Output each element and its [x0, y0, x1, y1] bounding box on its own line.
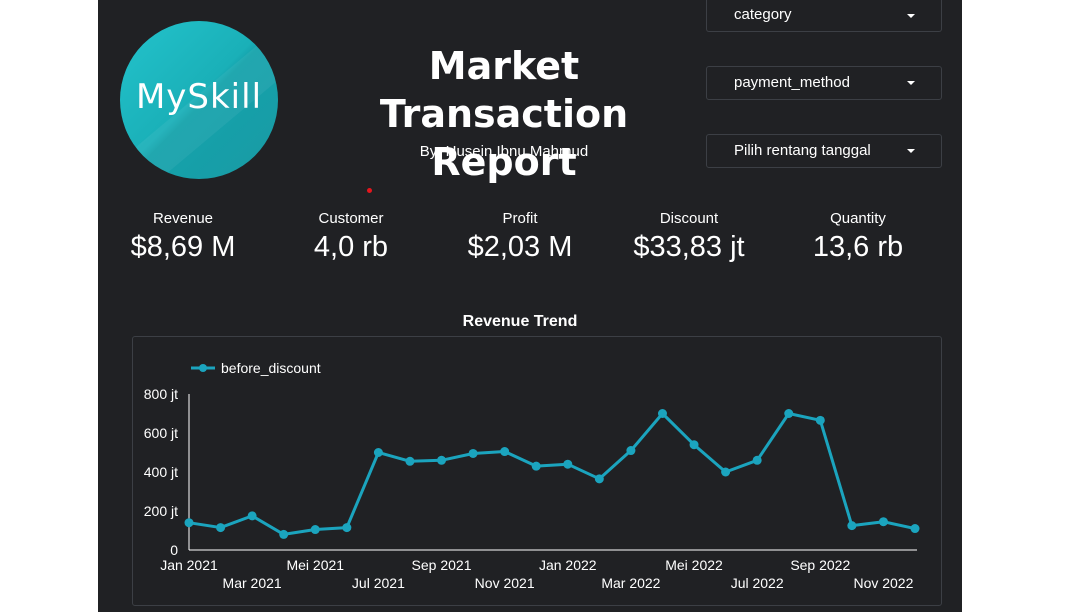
title-line-2: Report	[431, 140, 577, 184]
kpi-value: $33,83 jt	[633, 231, 745, 263]
data-point	[847, 521, 857, 531]
x-tick-label: Sep 2022	[790, 557, 850, 573]
dropdown-caret-icon	[907, 81, 915, 85]
y-tick-label: 400 jt	[144, 464, 178, 480]
kpi-label: Customer	[318, 210, 384, 227]
kpi-value: $2,03 M	[467, 231, 573, 263]
dropdown-caret-icon	[907, 14, 915, 18]
x-tick-label: Nov 2022	[853, 575, 913, 591]
kpi-label: Quantity	[830, 210, 886, 227]
kpi-label: Revenue	[152, 210, 214, 227]
data-point	[216, 523, 226, 533]
chart-title: Revenue Trend	[462, 313, 578, 330]
author-subtitle: By: Husein Ibnu Mahmud	[419, 143, 589, 160]
kpi-discount: Discount $33,83 jt	[604, 208, 774, 264]
x-tick-label: Mei 2022	[665, 557, 723, 573]
kpi-label: Discount	[659, 210, 719, 227]
legend-marker	[199, 364, 207, 372]
x-tick-label: Jul 2021	[352, 575, 405, 591]
data-point	[500, 447, 510, 457]
data-point	[784, 409, 794, 418]
report-canvas: MySkill Market Transaction Report By: Hu…	[98, 0, 962, 612]
data-point	[689, 440, 699, 450]
x-tick-label: Mar 2021	[223, 575, 282, 591]
kpi-customer: Customer 4,0 rb	[266, 208, 436, 264]
kpi-quantity: Quantity 13,6 rb	[773, 208, 943, 264]
x-tick-label: Jan 2021	[160, 557, 218, 573]
category-filter[interactable]: category	[706, 0, 942, 32]
data-point	[815, 415, 825, 425]
y-tick-label: 600 jt	[144, 425, 178, 441]
kpi-value: $8,69 M	[130, 231, 236, 263]
data-point	[373, 448, 383, 457]
data-point	[247, 511, 257, 521]
myskill-logo: MySkill	[120, 21, 278, 179]
data-point	[594, 474, 604, 484]
page-title: Market Transaction Report	[304, 42, 704, 186]
category-filter-label: category	[734, 6, 792, 23]
data-point	[563, 459, 573, 469]
data-point	[184, 518, 194, 528]
kpi-value: 13,6 rb	[812, 231, 904, 263]
y-tick-label: 0	[170, 542, 178, 558]
series-line	[188, 412, 916, 536]
data-point	[437, 455, 447, 465]
red-dot-marker	[367, 188, 372, 193]
revenue-trend-chart: before_discount 0 200 jt 400 jt 600 jt 800 jt…	[132, 336, 942, 606]
data-point	[342, 523, 352, 533]
kpi-label: Profit	[502, 210, 538, 227]
x-tick-label: Nov 2021	[475, 575, 535, 591]
data-point	[910, 524, 920, 534]
data-point	[878, 517, 888, 527]
x-tick-label: Sep 2021	[412, 557, 472, 573]
data-point	[657, 409, 667, 418]
x-tick-label: Mar 2022	[601, 575, 660, 591]
x-tick-label: Mei 2021	[286, 557, 344, 573]
legend-label: before_discount	[221, 360, 321, 376]
title-line-1: Market Transaction	[379, 44, 629, 136]
kpi-profit: Profit $2,03 M	[435, 208, 605, 264]
x-tick-label: Jan 2022	[539, 557, 597, 573]
dropdown-caret-icon	[907, 149, 915, 153]
y-tick-label: 200 jt	[144, 503, 178, 519]
logo-text: MySkill	[135, 77, 263, 117]
data-point	[405, 456, 415, 466]
kpi-revenue: Revenue $8,69 M	[98, 208, 268, 264]
date-range-filter-label: Pilih rentang tanggal	[734, 142, 871, 159]
data-point	[310, 525, 320, 535]
chart-svg: before_discount 0 200 jt 400 jt 600 jt 800 jt…	[144, 360, 920, 591]
data-point	[752, 455, 762, 465]
data-point	[279, 529, 289, 539]
data-point	[468, 448, 478, 458]
y-tick-label: 800 jt	[144, 386, 178, 402]
x-tick-label: Jul 2022	[731, 575, 784, 591]
date-range-filter[interactable]: Pilih rentang tanggal	[706, 134, 942, 168]
kpi-value: 4,0 rb	[313, 231, 389, 263]
payment-method-filter-label: payment_method	[734, 74, 850, 91]
data-point	[721, 467, 731, 477]
data-point	[531, 461, 541, 471]
payment-method-filter[interactable]: payment_method	[706, 66, 942, 100]
data-point	[626, 446, 636, 456]
